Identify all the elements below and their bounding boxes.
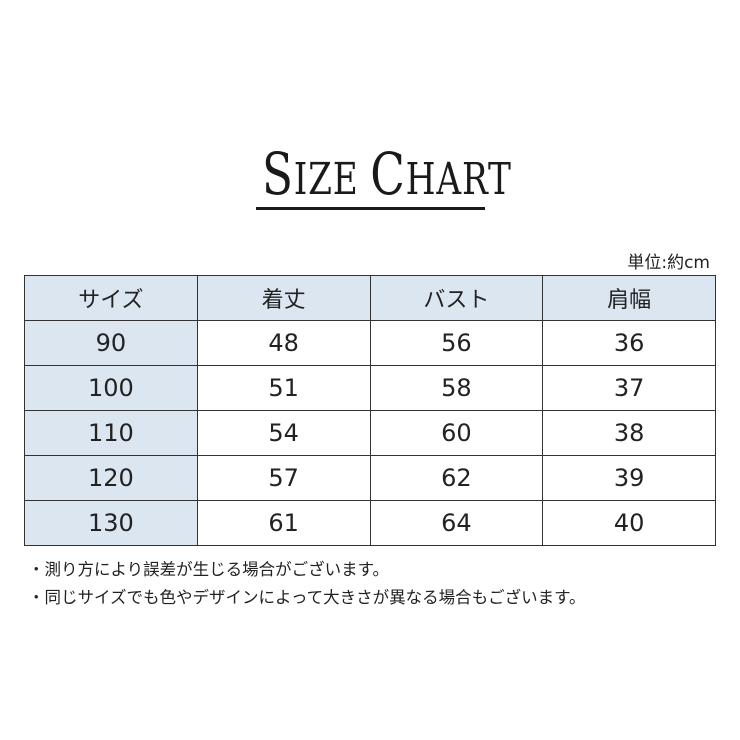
header-cell: バスト [369,275,544,321]
table-cell: 60 [369,410,544,456]
table-row: 90 48 56 36 [24,320,716,366]
unit-label: 単位:約cm [627,253,710,273]
table-row: 120 57 62 39 [24,455,716,501]
table-cell: 36 [542,320,716,366]
title-part: HART [405,154,512,205]
title-part: IZE [293,154,359,205]
table-row: 110 54 60 38 [24,410,716,456]
size-cell: 130 [24,500,198,546]
size-cell: 90 [24,320,198,366]
size-cell: 100 [24,365,198,411]
table-cell: 54 [196,410,371,456]
table-cell: 62 [369,455,544,501]
title-letter: S [262,140,294,208]
table-cell: 56 [369,320,544,366]
notes: ・測り方により誤差が生じる場合がございます。 ・同じサイズでも色やデザインによっ… [28,556,586,612]
title-letter: C [370,140,406,208]
table-cell: 51 [196,365,371,411]
note-line: ・同じサイズでも色やデザインによって大きさが異なる場合もございます。 [28,588,586,607]
table-cell: 57 [196,455,371,501]
title-underline [256,207,485,210]
table-cell: 39 [542,455,716,501]
table-row: 130 61 64 40 [24,500,716,546]
size-cell: 110 [24,410,198,456]
table-header-row: サイズ 着丈 バスト 肩幅 [24,275,716,321]
table-cell: 40 [542,500,716,546]
table-cell: 64 [369,500,544,546]
header-cell: サイズ [24,275,198,321]
header-cell: 着丈 [196,275,371,321]
table-row: 100 51 58 37 [24,365,716,411]
size-cell: 120 [24,455,198,501]
note-line: ・測り方により誤差が生じる場合がございます。 [28,560,390,579]
header-cell: 肩幅 [542,275,716,321]
size-table: サイズ 着丈 バスト 肩幅 90 48 56 36 100 51 58 37 1… [24,275,716,546]
table-cell: 61 [196,500,371,546]
table-cell: 37 [542,365,716,411]
table-cell: 38 [542,410,716,456]
page-title: SIZE CHART [262,140,512,208]
table-cell: 48 [196,320,371,366]
table-cell: 58 [369,365,544,411]
